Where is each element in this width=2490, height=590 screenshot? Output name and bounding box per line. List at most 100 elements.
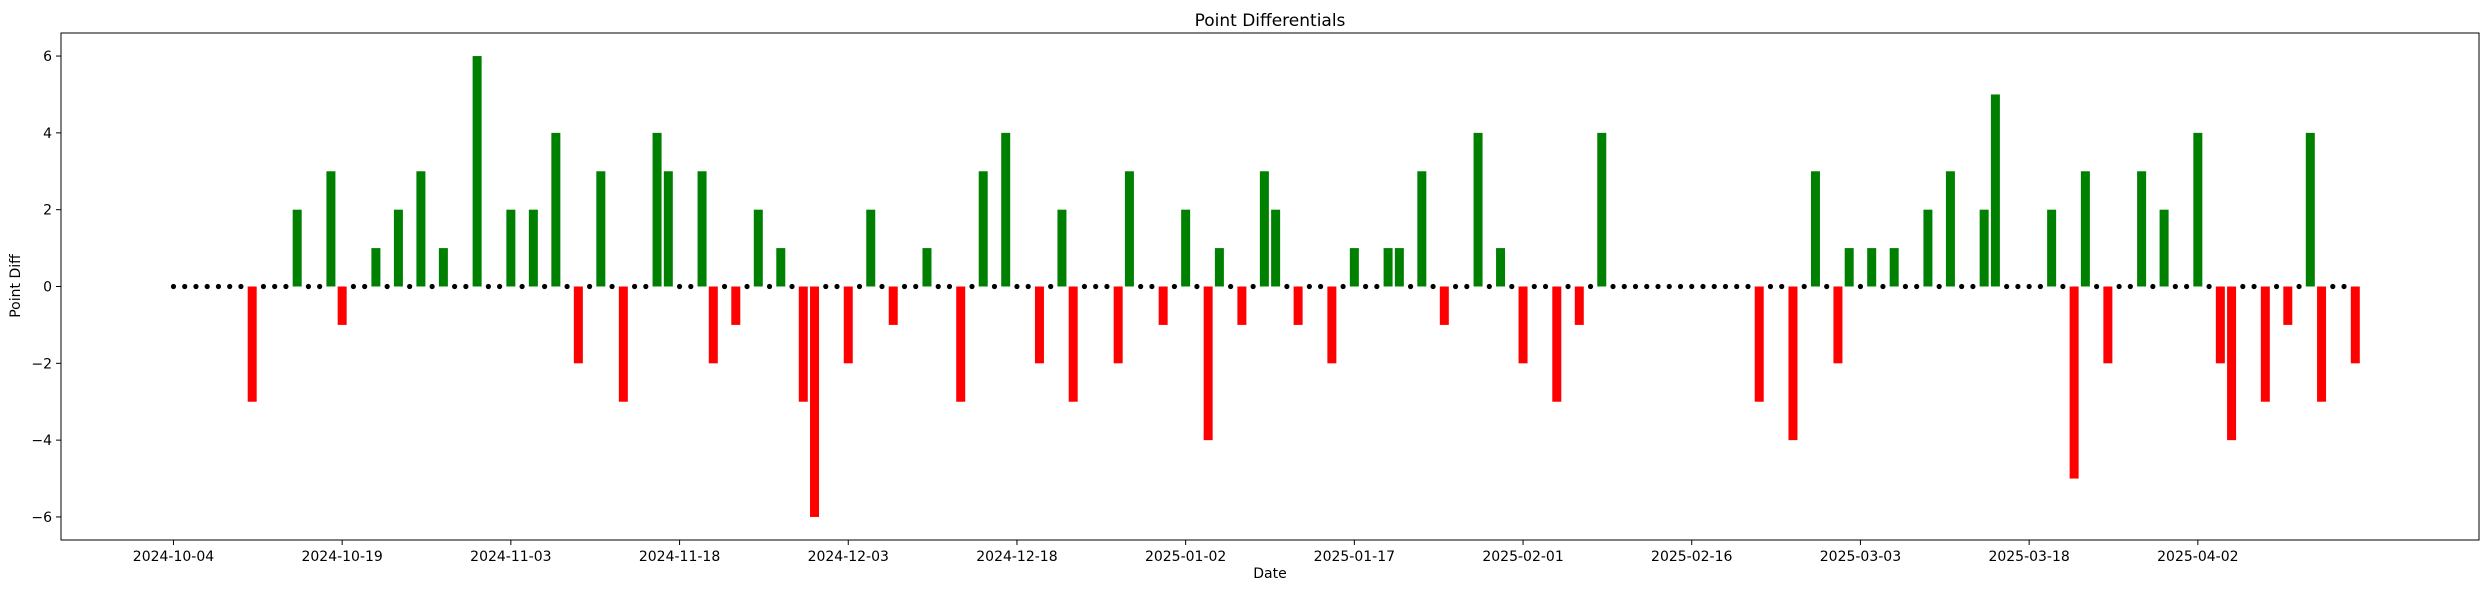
positive-diff-bar: [551, 132, 561, 287]
positive-diff-bar: [2159, 209, 2169, 287]
x-tick-label: 2024-10-04: [133, 549, 214, 565]
negative-diff-bar: [731, 286, 741, 325]
zero-diff-marker: [766, 283, 773, 290]
zero-diff-marker: [879, 283, 885, 290]
zero-diff-marker: [170, 283, 177, 290]
zero-diff-marker: [1734, 283, 1740, 290]
zero-diff-marker: [193, 283, 199, 290]
zero-diff-marker: [497, 283, 503, 290]
positive-diff-bar: [1810, 171, 1820, 287]
zero-diff-marker: [856, 283, 863, 290]
positive-diff-bar: [1990, 94, 2000, 287]
y-tick-label: 2: [43, 203, 52, 219]
positive-diff-bar: [292, 209, 302, 287]
zero-diff-marker: [1284, 283, 1290, 290]
positive-diff-bar: [1473, 132, 1483, 287]
zero-diff-marker: [1621, 283, 1627, 290]
positive-diff-bar: [2305, 132, 2315, 287]
zero-diff-marker: [2026, 283, 2032, 290]
positive-diff-bar: [472, 56, 482, 287]
positive-diff-bar: [2047, 209, 2057, 287]
positive-diff-bar: [753, 209, 763, 287]
zero-diff-marker: [1452, 283, 1459, 290]
zero-diff-marker: [789, 283, 795, 290]
zero-diff-marker: [317, 283, 323, 290]
zero-diff-marker: [1689, 283, 1695, 290]
positive-diff-bar: [1124, 171, 1134, 287]
zero-diff-marker: [744, 283, 750, 290]
negative-diff-bar: [1113, 286, 1123, 364]
negative-diff-bar: [1237, 286, 1247, 325]
zero-diff-marker: [1565, 283, 1571, 290]
positive-diff-bar: [1181, 209, 1191, 287]
zero-diff-marker: [1857, 283, 1864, 290]
negative-diff-bar: [1034, 286, 1044, 364]
positive-diff-bar: [978, 171, 988, 287]
zero-diff-marker: [407, 283, 413, 290]
zero-diff-marker: [452, 283, 458, 290]
x-tick-label: 2025-01-17: [1314, 549, 1395, 565]
positive-diff-bar: [1349, 248, 1359, 287]
zero-diff-marker: [1171, 283, 1177, 290]
positive-diff-bar: [1496, 248, 1506, 287]
positive-diff-bar: [438, 248, 448, 287]
positive-diff-bar: [393, 209, 403, 287]
zero-diff-marker: [631, 283, 638, 290]
positive-diff-bar: [1271, 209, 1281, 287]
positive-diff-bar: [326, 171, 336, 287]
zero-diff-marker: [1407, 283, 1414, 290]
zero-diff-marker: [823, 283, 829, 290]
zero-diff-marker: [362, 283, 368, 290]
negative-diff-bar: [247, 286, 257, 402]
zero-diff-marker: [1722, 283, 1729, 290]
positive-diff-bar: [2080, 171, 2090, 287]
zero-diff-marker: [1542, 283, 1549, 290]
positive-diff-bar: [1889, 248, 1899, 287]
zero-diff-marker: [1711, 283, 1717, 290]
zero-diff-marker: [1880, 283, 1886, 290]
negative-diff-bar: [1833, 286, 1843, 364]
zero-diff-marker: [1779, 283, 1785, 290]
zero-diff-marker: [1194, 283, 1200, 290]
zero-diff-marker: [834, 283, 840, 290]
zero-diff-marker: [1824, 283, 1830, 290]
negative-diff-bar: [888, 286, 898, 325]
zero-diff-marker: [676, 283, 683, 290]
y-axis-label: Point Diff: [8, 254, 24, 318]
zero-diff-marker: [227, 283, 233, 290]
negative-diff-bar: [1552, 286, 1562, 402]
zero-diff-marker: [721, 283, 728, 290]
zero-diff-marker: [1610, 283, 1616, 290]
zero-diff-marker: [969, 283, 975, 290]
zero-diff-marker: [1509, 283, 1515, 290]
zero-diff-marker: [1306, 283, 1312, 290]
zero-diff-marker: [935, 283, 941, 290]
zero-diff-marker: [260, 283, 267, 290]
zero-diff-marker: [350, 283, 357, 290]
negative-diff-bar: [337, 286, 347, 325]
zero-diff-marker: [1464, 283, 1470, 290]
negative-diff-bar: [2317, 286, 2327, 402]
zero-diff-marker: [2094, 283, 2100, 290]
negative-diff-bar: [1327, 286, 1337, 364]
x-tick-label: 2025-02-01: [1482, 549, 1563, 565]
zero-diff-marker: [215, 283, 222, 290]
x-tick-label: 2025-03-03: [1820, 549, 1901, 565]
zero-diff-marker: [2206, 283, 2212, 290]
x-axis-ticks: 2024-10-04 2024-10-19 2024-11-03 2024-11-18…: [133, 540, 2239, 565]
zero-diff-marker: [2150, 283, 2156, 290]
zero-diff-marker: [1632, 283, 1639, 290]
bar-marks: [170, 56, 2360, 517]
zero-diff-marker: [238, 283, 244, 290]
zero-diff-marker: [1014, 283, 1020, 290]
positive-diff-bar: [1214, 248, 1224, 287]
zero-diff-marker: [2004, 283, 2010, 290]
zero-diff-marker: [1644, 283, 1650, 290]
positive-diff-bar: [866, 209, 876, 287]
negative-diff-bar: [2283, 286, 2293, 325]
zero-diff-marker: [1486, 283, 1492, 290]
x-tick-label: 2025-02-16: [1651, 549, 1732, 565]
x-axis-label: Date: [1253, 566, 1286, 582]
positive-diff-bar: [416, 171, 426, 287]
